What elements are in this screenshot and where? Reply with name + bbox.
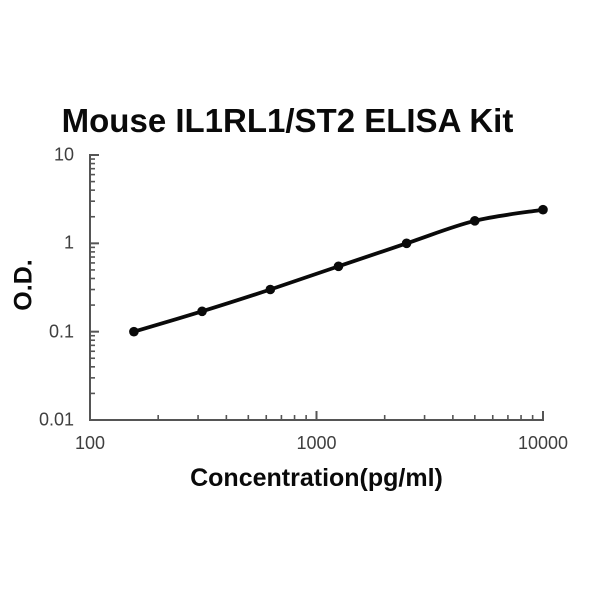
data-point-marker [197, 306, 207, 317]
x-tick-label: 10000 [517, 433, 569, 453]
data-point-marker [265, 284, 276, 295]
y-tick-label: 10 [53, 144, 74, 165]
x-tick-label: 100 [74, 433, 106, 453]
y-tick-label: 0.1 [48, 321, 74, 342]
data-point-marker [129, 326, 139, 337]
y-tick-label: 0.01 [38, 409, 74, 430]
data-point-marker [333, 261, 344, 272]
y-axis-title: O.D. [9, 259, 38, 311]
x-axis-title: Concentration(pg/ml) [190, 464, 443, 492]
y-tick-label: 1 [63, 232, 74, 253]
chart-title: Mouse IL1RL1/ST2 ELISA Kit [61, 102, 514, 139]
data-point-marker [470, 216, 480, 226]
x-tick-label: 1000 [296, 433, 337, 453]
data-point-marker [538, 204, 548, 215]
data-point-marker [401, 238, 412, 249]
